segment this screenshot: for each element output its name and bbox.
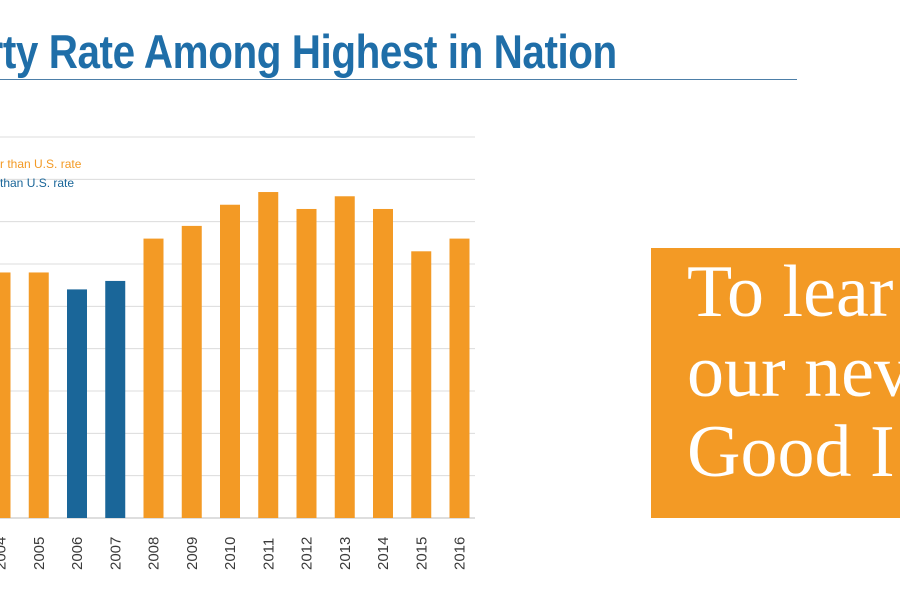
legend: r than U.S. rate than U.S. rate — [0, 157, 82, 190]
x-tick-labels: 2004 2005 2006 2007 2008 2009 2010 2011 2012 2013… — [0, 537, 469, 570]
bar-2011 — [258, 192, 279, 519]
x-tick-label-2016: 2016 — [452, 537, 469, 570]
x-tick-label-2007: 2007 — [107, 537, 124, 570]
legend-entry-higher: r than U.S. rate — [0, 157, 82, 171]
x-tick-label-2009: 2009 — [184, 537, 201, 570]
bar-2008 — [143, 238, 164, 518]
x-tick-label-2005: 2005 — [31, 537, 48, 570]
bar-2005 — [28, 272, 49, 518]
x-tick-label-2006: 2006 — [69, 537, 86, 570]
call-to-action-box[interactable]: To lear our nev Good I — [651, 248, 900, 518]
bar-2016 — [449, 238, 470, 518]
x-tick-label-2004: 2004 — [0, 537, 10, 570]
bar-2009 — [181, 225, 202, 518]
bar-2006 — [67, 289, 87, 518]
legend-entry-lower: than U.S. rate — [0, 176, 74, 190]
bar-2010 — [220, 204, 240, 518]
x-tick-label-2010: 2010 — [222, 537, 239, 570]
x-tick-label-2011: 2011 — [260, 538, 277, 570]
x-tick-label-2008: 2008 — [146, 537, 163, 570]
x-tick-label-2013: 2013 — [337, 537, 354, 570]
call-to-action-text: To lear our nev Good I — [687, 251, 900, 493]
bar-2013 — [334, 196, 355, 518]
chart-title: erty Rate Among Highest in Nation — [0, 26, 617, 78]
bar-2007 — [105, 280, 126, 518]
x-tick-label-2012: 2012 — [299, 537, 316, 570]
title-divider — [0, 79, 797, 80]
x-tick-label-2015: 2015 — [413, 537, 430, 570]
x-tick-label-2014: 2014 — [375, 537, 392, 570]
bars — [0, 192, 470, 519]
bar-2004 — [0, 272, 11, 518]
bar-2014 — [373, 208, 393, 518]
bar-2012 — [296, 208, 317, 518]
bar-2015 — [411, 251, 432, 519]
